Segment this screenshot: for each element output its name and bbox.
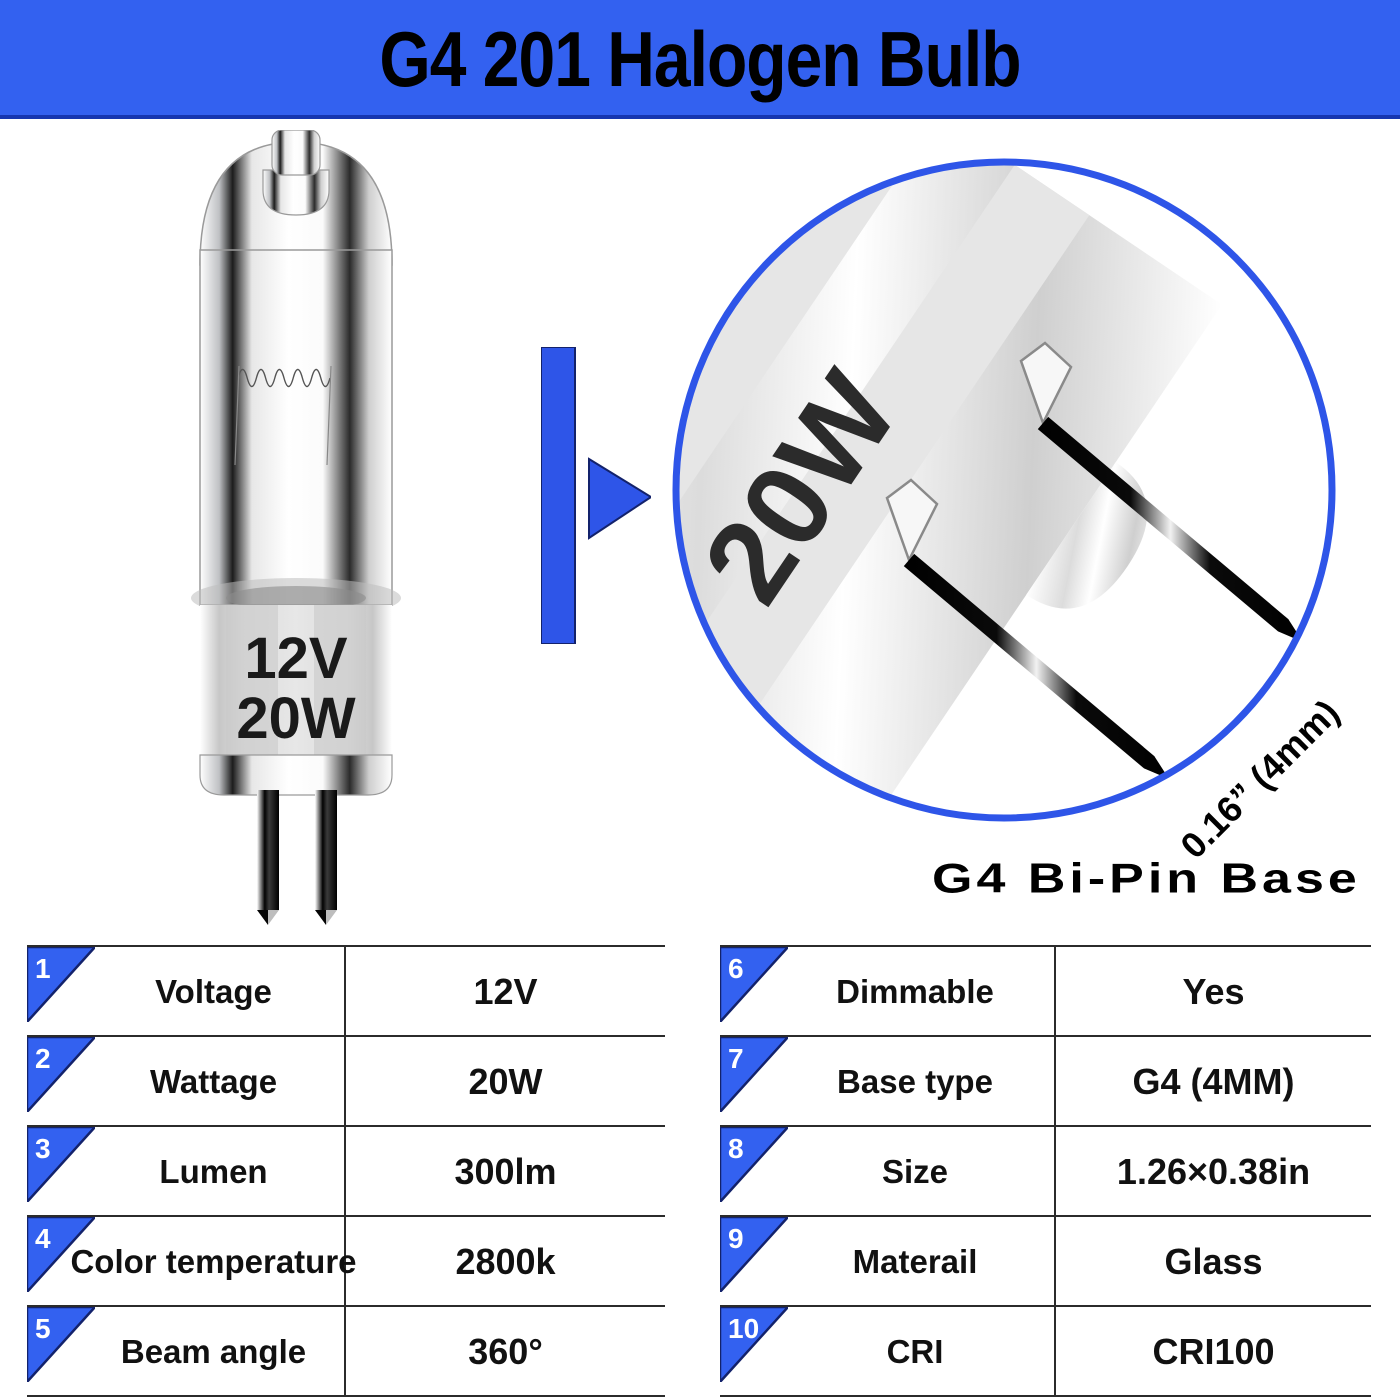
svg-text:20W: 20W [236,686,356,751]
svg-text:12V: 12V [244,626,348,691]
